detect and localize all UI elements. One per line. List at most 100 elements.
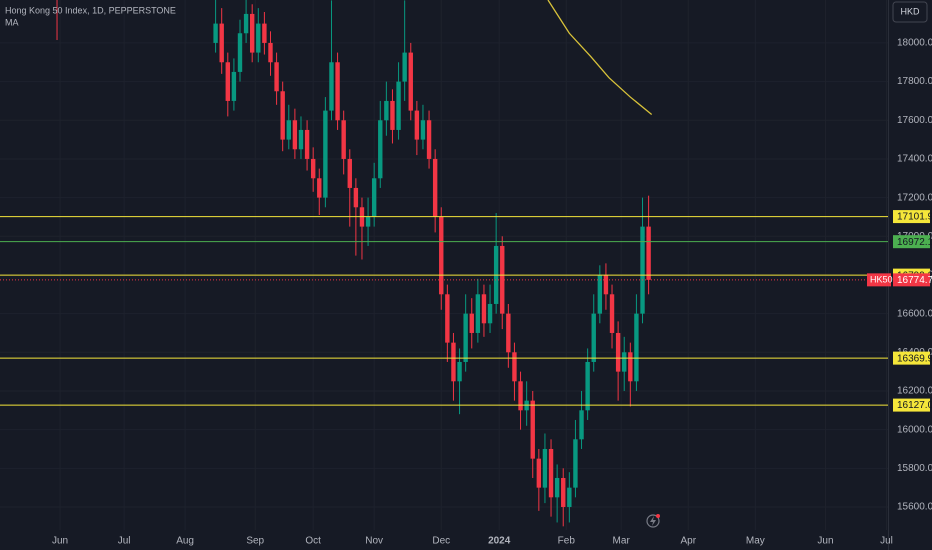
candle-body <box>554 477 560 498</box>
x-tick-label: Feb <box>558 536 576 547</box>
currency-button[interactable] <box>892 1 928 23</box>
candle-body <box>347 158 352 188</box>
candle-body <box>323 110 328 198</box>
candle-body <box>439 216 444 295</box>
level-price-box <box>893 235 930 249</box>
level-price-box <box>893 351 930 365</box>
x-tick-label: May <box>746 536 765 547</box>
candle-body <box>591 313 596 362</box>
candle-body <box>609 294 615 333</box>
candle-body <box>445 294 450 343</box>
candle-body <box>634 313 639 382</box>
candle-body <box>640 226 645 314</box>
candle-body <box>530 400 535 459</box>
y-tick-label: 17400.0 <box>897 154 932 165</box>
x-tick-label: Aug <box>176 536 194 547</box>
candle-body <box>475 294 481 333</box>
candle-body <box>597 274 603 314</box>
level-price-label: 16127.0 <box>897 400 932 411</box>
x-tick-label: Jul <box>880 536 893 547</box>
candle-body <box>646 226 651 280</box>
y-tick-label: 17200.0 <box>897 192 932 203</box>
candle-body <box>310 158 316 179</box>
y-tick-label: 16600.0 <box>897 308 932 319</box>
y-tick-label: 16200.0 <box>897 386 932 397</box>
axes: 15600.015800.016000.016200.016400.016600… <box>52 38 932 547</box>
candle-body <box>432 158 438 217</box>
y-tick-label: 18000.0 <box>897 38 932 49</box>
symbol-tag: HK50 <box>870 275 893 285</box>
candle-body <box>384 100 389 121</box>
x-tick-label: 2024 <box>488 536 511 547</box>
x-tick-label: Apr <box>680 536 696 547</box>
candle-body <box>249 13 255 53</box>
candle-body <box>512 352 517 382</box>
candle-body <box>304 129 310 159</box>
candle-body <box>487 303 493 324</box>
candle-body <box>274 62 279 92</box>
candle-body <box>500 245 505 314</box>
moving-average-line <box>547 0 653 115</box>
candle-body <box>420 120 426 140</box>
level-price-box <box>893 210 930 224</box>
candle-body <box>506 313 511 353</box>
candle-body <box>603 274 609 295</box>
y-tick-label: 16000.0 <box>897 424 932 435</box>
x-tick-label: Jun <box>817 536 833 547</box>
candle-body <box>280 91 285 140</box>
candle-body <box>329 62 334 111</box>
candle-body <box>213 23 218 43</box>
candle-body <box>518 381 523 411</box>
candle-body <box>451 342 456 382</box>
indicator-legend: MA <box>5 17 19 27</box>
candle-body <box>341 120 346 159</box>
candle-body <box>414 110 420 140</box>
candle-body <box>256 23 261 53</box>
symbol-tag-box <box>867 273 891 287</box>
candle-body <box>365 216 371 227</box>
x-tick-label: Mar <box>613 536 631 547</box>
y-tick-label: 17800.0 <box>897 76 932 87</box>
candle-body <box>231 71 237 101</box>
candle-body <box>298 129 304 150</box>
candle-body <box>426 120 432 159</box>
candle-body <box>219 23 224 63</box>
candle-body <box>371 178 377 217</box>
level-price-label: 16972.1 <box>897 237 932 248</box>
chart-title: Hong Kong 50 Index, 1D, PEPPERSTONE <box>5 5 176 15</box>
candle-body <box>622 352 627 372</box>
x-tick-label: Nov <box>365 536 383 547</box>
candle-body <box>353 187 359 208</box>
candle-body <box>561 477 566 507</box>
candle-body <box>457 361 462 382</box>
candle-body <box>615 332 621 372</box>
candle-body <box>585 361 590 411</box>
y-tick-label: 15600.0 <box>897 502 932 513</box>
candle-body <box>408 52 413 111</box>
candle-body <box>262 23 267 43</box>
candle-body <box>268 42 273 63</box>
candle-body <box>378 120 383 179</box>
candle-body <box>573 439 578 488</box>
candle-body <box>628 352 633 382</box>
level-price-label: 17101.9 <box>897 212 932 223</box>
currency-label[interactable]: HKD <box>900 6 920 16</box>
candle-body <box>579 410 584 440</box>
x-tick-label: Sep <box>246 536 264 547</box>
candle-body <box>542 448 548 488</box>
candle-body <box>335 62 340 121</box>
candle-body <box>548 448 554 498</box>
candle-body <box>402 52 407 82</box>
x-tick-label: Jul <box>118 536 131 547</box>
level-price-label: 16369.9 <box>897 353 932 364</box>
candle-body <box>317 178 322 198</box>
candle-body <box>390 100 395 130</box>
plot-area <box>0 0 888 527</box>
replay-icon[interactable] <box>646 514 660 528</box>
candle-body <box>237 33 243 72</box>
x-tick-label: Dec <box>432 536 450 547</box>
candle-body <box>481 294 487 324</box>
candle-body <box>225 62 230 101</box>
candle-body <box>396 81 401 130</box>
